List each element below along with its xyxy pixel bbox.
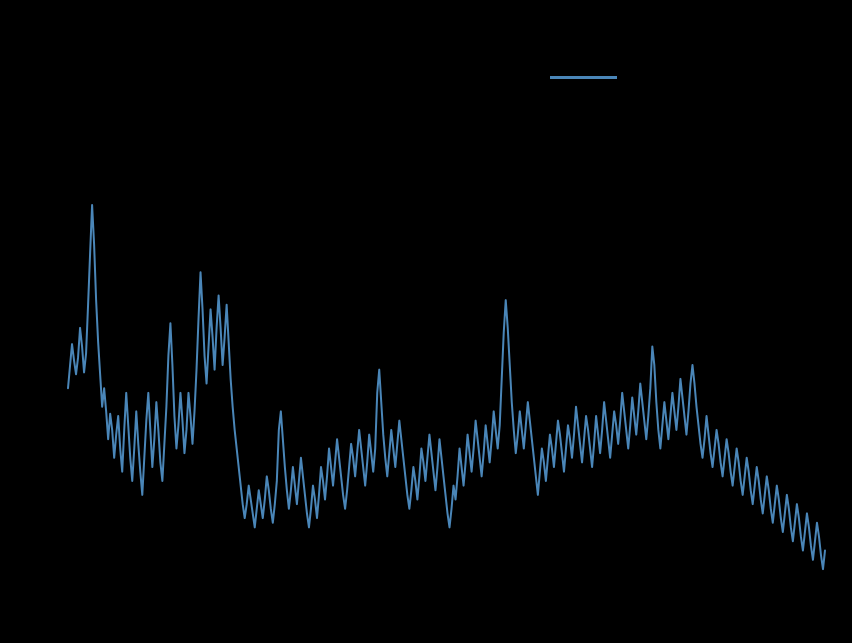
series-line [67,204,826,571]
series-group [67,204,826,571]
legend-line-swatch [550,76,617,79]
chart-legend[interactable] [550,76,625,79]
